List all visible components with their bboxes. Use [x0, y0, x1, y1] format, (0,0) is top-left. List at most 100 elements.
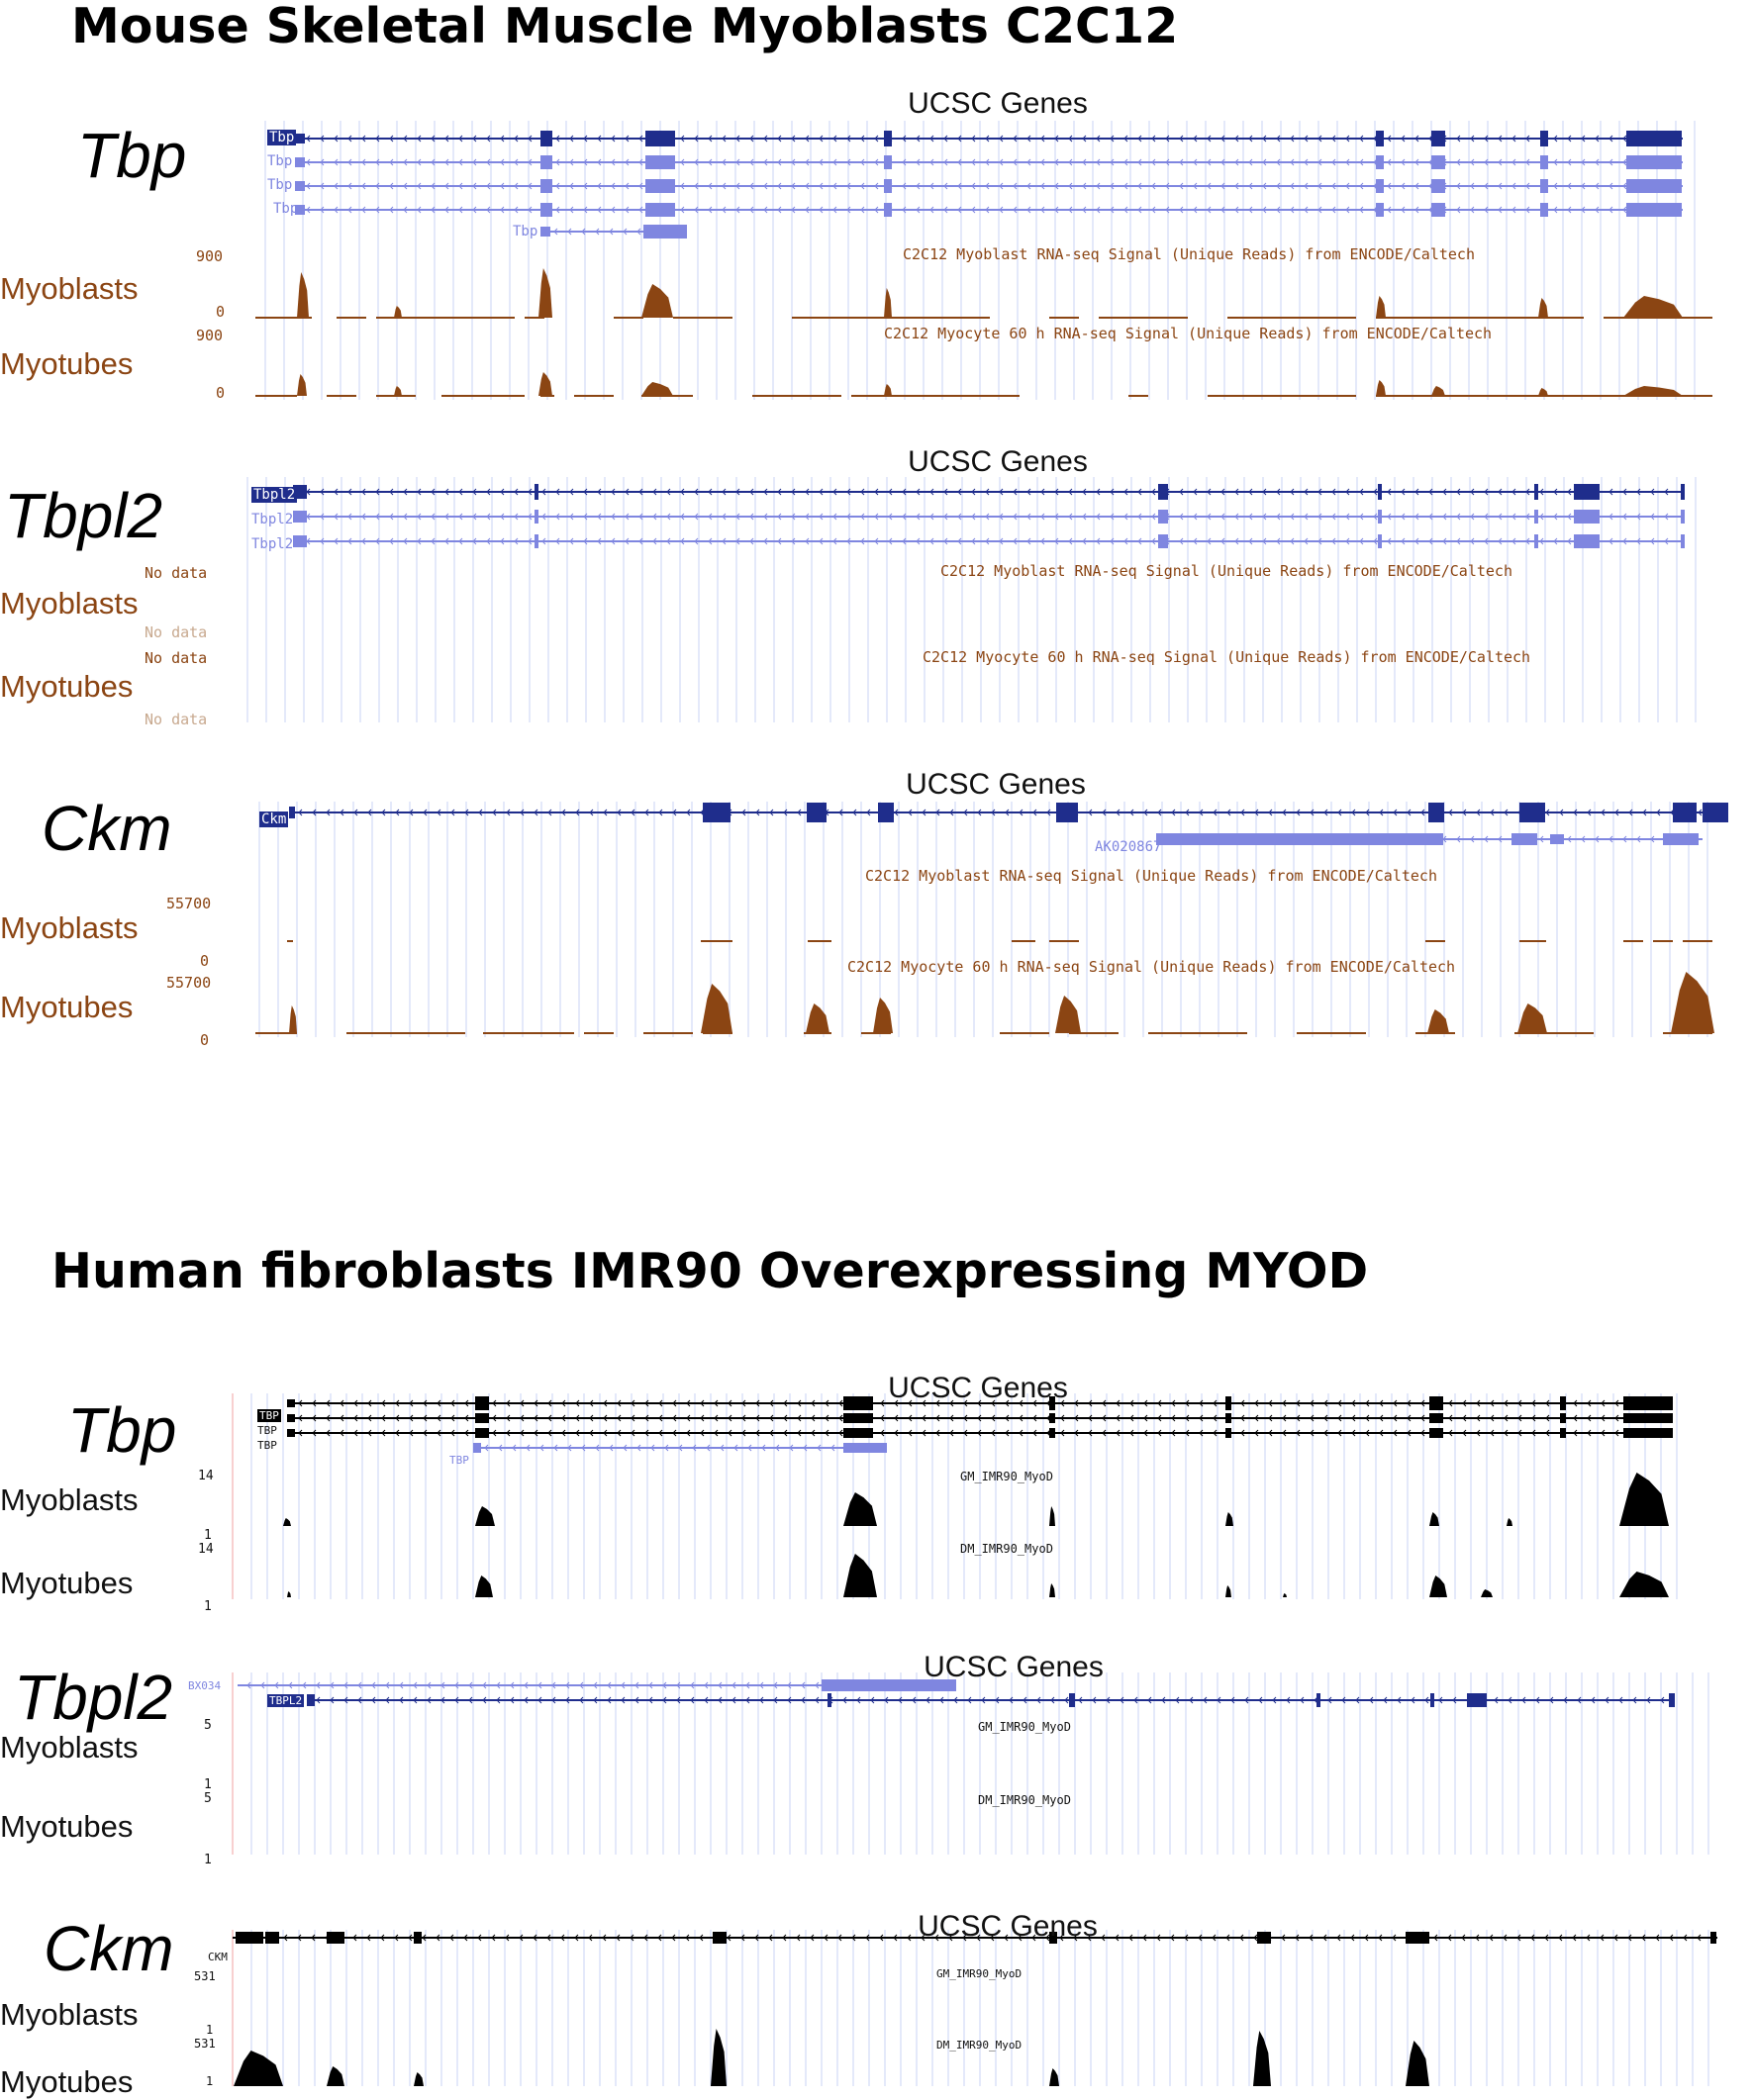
strand-arrow [805, 537, 810, 545]
strand-arrow [985, 158, 990, 166]
strand-arrow [884, 1696, 889, 1704]
strand-arrow [320, 206, 325, 214]
strand-arrow [1234, 182, 1239, 190]
strand-arrow [1074, 1429, 1079, 1437]
strand-arrow [625, 537, 630, 545]
strand-arrow [755, 1414, 760, 1422]
strand-arrow [534, 1414, 538, 1422]
exon-block [1428, 803, 1444, 822]
strand-arrow [977, 809, 982, 816]
strand-arrow [769, 1399, 774, 1407]
strand-arrow [1379, 809, 1384, 816]
strand-arrow [589, 1429, 594, 1437]
strand-arrow [631, 809, 635, 816]
scale-max: 14 [198, 1542, 214, 1557]
strand-arrow [1054, 135, 1059, 143]
strand-arrow [444, 182, 449, 190]
strand-arrow [1660, 1696, 1665, 1704]
strand-arrow [1622, 182, 1627, 190]
strand-arrow [893, 1934, 898, 1942]
strand-arrow [1456, 206, 1461, 214]
strand-arrow [1359, 513, 1364, 521]
strand-arrow [1420, 1399, 1425, 1407]
strand-arrow [1484, 488, 1489, 496]
strand-arrow [361, 158, 366, 166]
strand-arrow [819, 158, 824, 166]
strand-arrow [1448, 1429, 1453, 1437]
exon-block [414, 1932, 422, 1944]
strand-arrow [791, 513, 796, 521]
strand-arrow [957, 158, 962, 166]
strand-arrow [1170, 1934, 1175, 1942]
strand-arrow [1373, 488, 1378, 496]
strand-arrow [722, 135, 727, 143]
strand-arrow [838, 1399, 843, 1407]
strand-arrow [971, 158, 976, 166]
signal-peak [327, 2066, 344, 2086]
strand-arrow [759, 1681, 764, 1689]
strand-arrow [1664, 537, 1669, 545]
ucsc-genes-title: UCSC Genes [924, 1651, 1104, 1683]
strand-arrow [680, 135, 685, 143]
strand-arrow [1082, 488, 1087, 496]
strand-arrow [1476, 1399, 1481, 1407]
strand-arrow [832, 182, 837, 190]
strand-arrow [769, 1414, 774, 1422]
strand-arrow [1116, 1414, 1121, 1422]
strand-arrow [985, 488, 990, 496]
strand-arrow [815, 1681, 820, 1689]
strand-arrow [1322, 1934, 1327, 1942]
strand-arrow [1213, 809, 1218, 816]
strand-arrow [838, 1414, 843, 1422]
strand-arrow [916, 537, 921, 545]
strand-arrow [957, 206, 962, 214]
strand-arrow [733, 1444, 738, 1452]
exon-block [643, 225, 687, 239]
strand-arrow [1355, 1696, 1360, 1704]
strand-arrow [403, 488, 408, 496]
strand-arrow [957, 488, 962, 496]
strand-arrow [749, 206, 754, 214]
exon-block [884, 131, 892, 146]
strand-arrow [949, 1399, 954, 1407]
strand-arrow [583, 158, 588, 166]
strand-arrow [1601, 1399, 1606, 1407]
strand-arrow [1157, 1399, 1162, 1407]
strand-arrow [431, 537, 436, 545]
strand-arrow [603, 1429, 608, 1437]
exon-block [327, 1932, 344, 1944]
strand-arrow [1387, 158, 1392, 166]
strand-arrow [817, 1444, 822, 1452]
exon-block [535, 484, 538, 500]
strand-arrow [1310, 1429, 1315, 1437]
strand-arrow [1545, 809, 1550, 816]
strand-arrow [1462, 809, 1467, 816]
exon-block [1467, 1693, 1487, 1707]
strand-arrow [561, 1414, 566, 1422]
strand-arrow [783, 1414, 788, 1422]
strand-arrow [1359, 537, 1364, 545]
strand-arrow [666, 513, 671, 521]
strand-arrow [1484, 206, 1489, 214]
strand-arrow [1393, 1414, 1398, 1422]
strand-arrow [500, 488, 505, 496]
exon-block [475, 1396, 489, 1410]
strand-arrow [1544, 1934, 1549, 1942]
strand-arrow [1331, 488, 1336, 496]
strand-arrow [1207, 488, 1212, 496]
strand-arrow [680, 488, 685, 496]
strand-arrow [1331, 135, 1336, 143]
strand-arrow [678, 1444, 683, 1452]
strand-arrow [609, 228, 614, 236]
strand-arrow [648, 1696, 653, 1704]
strand-arrow [1262, 158, 1267, 166]
strand-arrow [1248, 135, 1253, 143]
signal-peak [289, 1005, 297, 1033]
strand-arrow [306, 158, 311, 166]
strand-arrow [1179, 182, 1184, 190]
strand-arrow [1234, 513, 1239, 521]
strand-arrow [644, 1399, 649, 1407]
strand-arrow [805, 488, 810, 496]
strand-arrow [617, 1429, 622, 1437]
strand-arrow [621, 1681, 626, 1689]
